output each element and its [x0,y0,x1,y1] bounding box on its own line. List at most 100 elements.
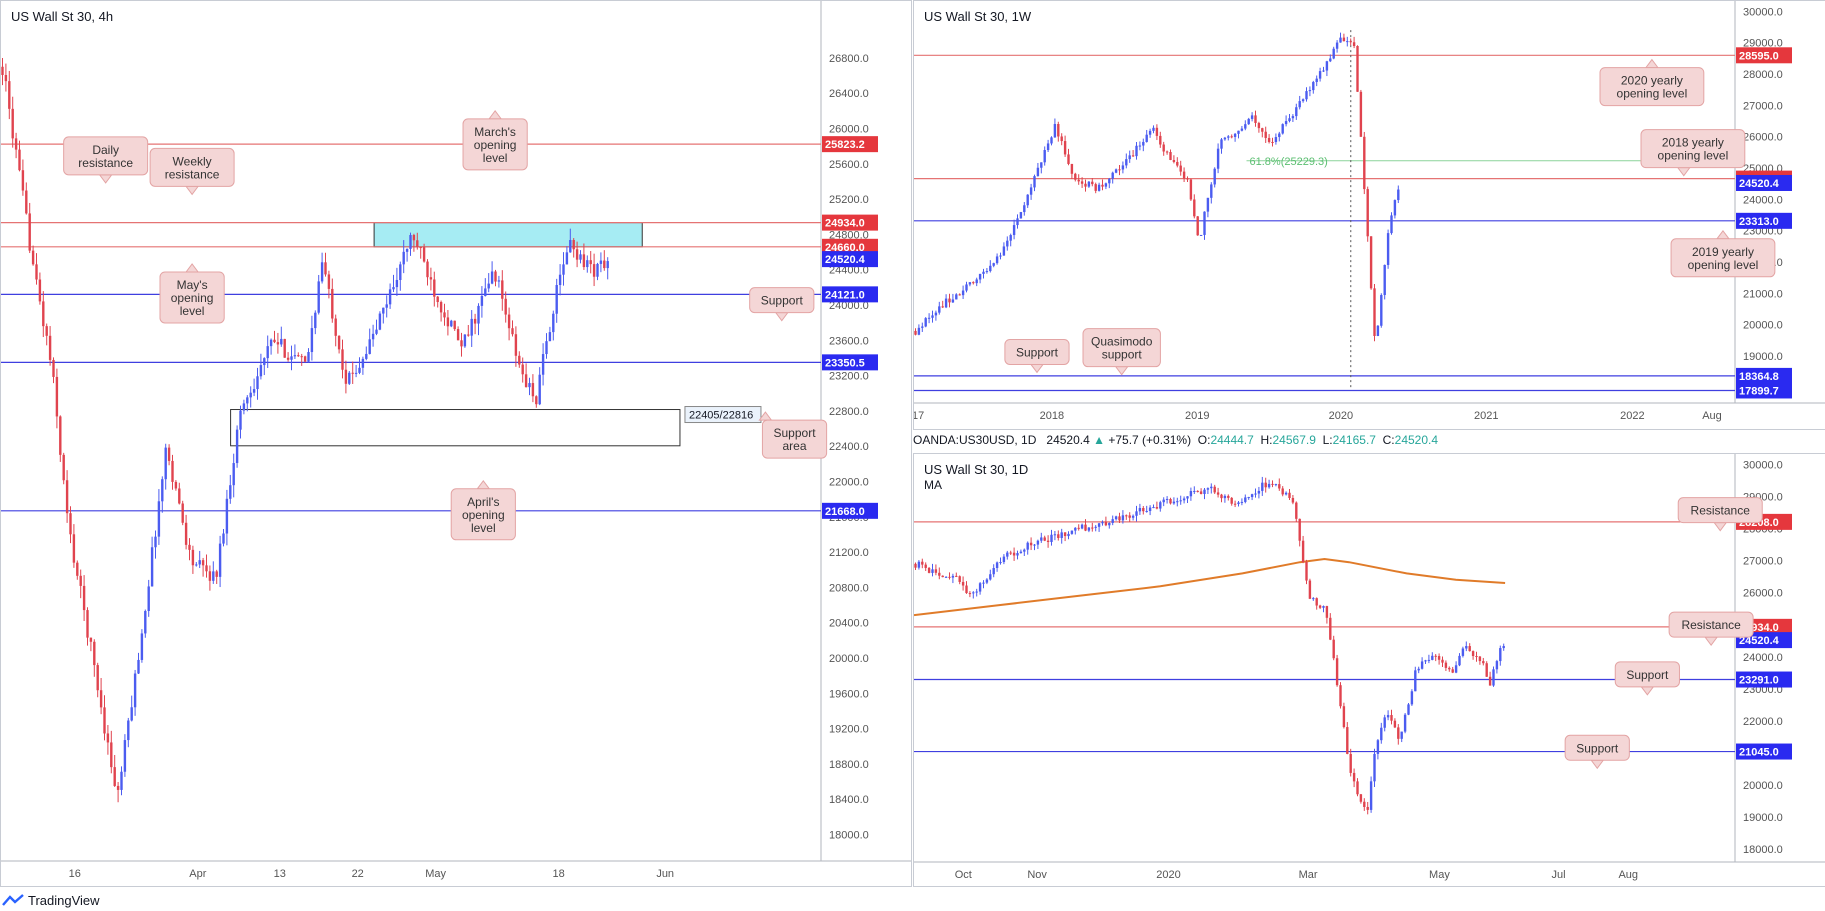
candle-body [1063,532,1067,537]
candle-body [382,307,385,314]
candle-body [992,568,995,575]
candle-body [1152,127,1155,131]
candle-body [528,383,531,388]
callout-d1-support[interactable]: Support [1614,661,1680,696]
candlestick-series[interactable] [914,476,1505,815]
candle-body [555,285,558,314]
candle-body [955,575,958,577]
candle-body [1216,148,1220,169]
candle-body [1257,122,1261,129]
candle-body [934,312,938,316]
candle-body [215,571,218,577]
candlestick-series[interactable] [914,32,1400,342]
h4-line-24121-price-label-bg [822,286,878,303]
candle-body [45,326,48,336]
candle-body [1131,155,1135,157]
candle-body [995,256,999,264]
h4-chart-svg[interactable]: 26800.0 26400.0 26000.0 25600.0 25200.0 24800… [1,1,911,886]
candle-body [927,567,931,573]
candlestick-series[interactable] [1,58,609,803]
h4-chart-panel[interactable]: 26800.0 26400.0 26000.0 25600.0 25200.0 24800… [0,0,912,887]
candle-body [565,252,569,265]
callout-h4-support[interactable]: Support [749,287,815,322]
w1-chart-svg[interactable]: 30000.029000.028000.027000.026000.025000… [914,1,1825,429]
candle-body [1009,552,1012,554]
candle-body [1053,534,1057,536]
callout-text: level [180,304,205,318]
candle-body [303,356,307,362]
candle-body [86,610,89,638]
candle-body [1478,656,1482,662]
candle-body [1267,483,1271,488]
tradingview-logo[interactable]: TradingView [2,893,100,908]
ma-indicator-label[interactable]: MA [924,478,942,492]
candle-body [1448,667,1451,670]
candle-body [1033,544,1036,546]
candle-body [552,313,555,333]
time-tick-label: 16 [69,868,81,880]
moving-average-line[interactable] [914,557,1506,617]
h4-support-area-box[interactable] [230,409,681,447]
candle-body [1152,507,1155,509]
candle-body [1108,178,1111,184]
candle-body [42,301,45,327]
time-tick-label: 2021 [1474,410,1498,422]
candle-body [1087,527,1091,531]
callout-d1-resistance[interactable]: Resistance [1668,611,1754,646]
callout-w1-support[interactable]: Support [1004,338,1070,374]
callout-pointer [476,479,491,490]
candle-body [1230,497,1233,504]
callout-pointer [185,263,200,273]
candle-body [1142,508,1145,512]
callout-box [749,287,815,314]
candle-body [1159,502,1162,509]
callout-d1-resistance-top[interactable]: Resistance [1677,497,1763,532]
candle-body [1189,179,1193,200]
candle-body [1060,532,1063,538]
candle-body [487,283,490,289]
d1-chart-panel[interactable]: 30000.029000.028000.027000.026000.025000… [913,453,1825,887]
candle-body [1288,492,1291,498]
candle-body [1373,288,1376,336]
price-tick-label: 26000.0 [1743,588,1783,600]
d1-chart-svg[interactable]: 30000.029000.028000.027000.026000.025000… [914,454,1825,886]
w1-line-28595-price-label: 28595.0 [1739,50,1779,62]
callout-box [1004,338,1070,365]
price-tick-label: 30000.0 [1743,6,1783,18]
candle-body [1417,668,1420,671]
candle-body [195,564,198,566]
symbol-label[interactable]: OANDA:US30USD, 1D [913,433,1037,447]
candle-body [388,289,392,305]
price-tick-label: 22400.0 [829,441,869,453]
candle-body [1352,42,1356,47]
candle-body [924,564,927,568]
candle-body [1274,137,1278,143]
candle-body [978,583,982,592]
callout-d1-support-lower[interactable]: Support [1564,734,1630,770]
candle-body [1301,99,1305,102]
time-tick-label: Oct [955,869,972,881]
price-tick-label: 18000.0 [1743,844,1783,856]
candle-body [1165,151,1169,153]
candle-body [184,522,188,545]
price-tick-label: 19200.0 [829,724,869,736]
candle-body [1033,176,1036,188]
callout-text: opening [462,508,505,522]
w1-chart-panel[interactable]: 30000.0 29000.0 28000.0 27000.0 26000.0 25000… [913,0,1825,430]
candle-body [161,479,164,502]
candle-body [1074,527,1077,531]
candle-body [1356,46,1359,92]
candle-body [1424,660,1427,662]
candle-body [1233,503,1237,505]
candle-body [283,338,286,358]
